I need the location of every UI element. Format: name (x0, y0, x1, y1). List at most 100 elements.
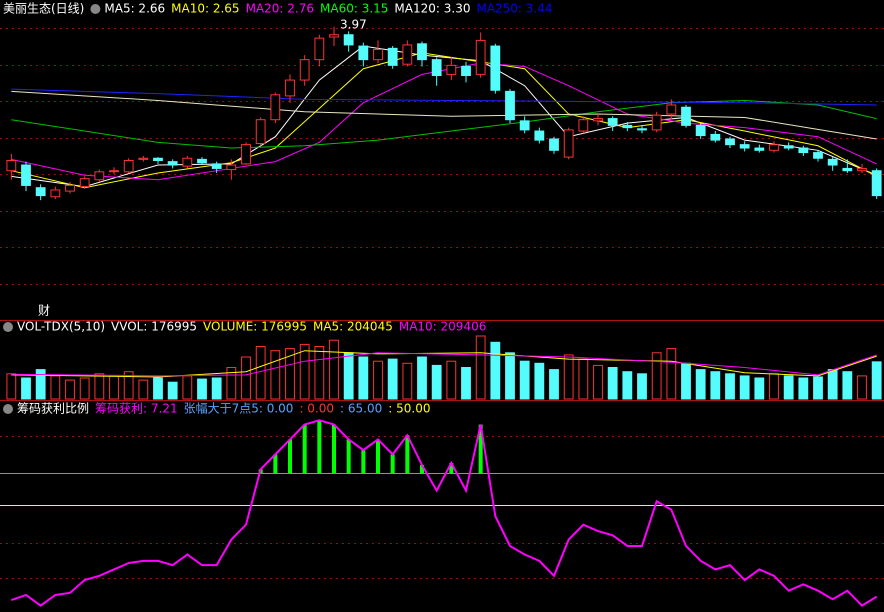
candle-body (681, 106, 691, 126)
candle-body (270, 94, 281, 121)
candle-body (241, 144, 251, 165)
line-series (11, 350, 877, 378)
profit-bar (478, 424, 483, 474)
volume-bar (505, 352, 515, 400)
high-label: 3.97 (340, 17, 367, 31)
candle-body (79, 178, 90, 188)
profit-bar (390, 454, 395, 474)
profit-bar (420, 465, 424, 474)
volume-bar (167, 381, 178, 400)
candle-body (490, 45, 501, 91)
volume-bar (153, 377, 163, 400)
profit-bar (273, 454, 278, 474)
legend-item: MA5: 204045 (313, 320, 393, 334)
candle-body (65, 184, 75, 192)
volume-bar (739, 375, 750, 400)
profit-bar (302, 424, 307, 474)
legend-item: VOLUME: 176995 (203, 320, 307, 334)
volume-bar (402, 362, 413, 400)
volume-bar (226, 367, 237, 400)
menu-icon (90, 4, 101, 14)
legend-item: MA5: 2.66 (104, 2, 165, 16)
legend-item: : 50.00 (388, 402, 430, 416)
candle-body (138, 157, 149, 160)
volume-bar (211, 377, 222, 400)
candle-body (123, 160, 134, 173)
candle-body (167, 161, 178, 166)
volume-bar (607, 367, 618, 400)
volume-bar (710, 371, 721, 400)
volume-bar (79, 377, 90, 400)
menu-icon (3, 404, 13, 414)
volume-bar (138, 379, 149, 400)
profit-bar (405, 435, 410, 474)
volume-bar (813, 376, 823, 400)
candle-body (197, 158, 207, 164)
volume-bar (490, 341, 501, 400)
panel-title: 美丽生态(日线) (3, 2, 84, 16)
candle-body (475, 39, 486, 75)
candle-body (710, 133, 721, 141)
volume-bar (387, 358, 398, 400)
candle-body (857, 167, 867, 172)
legend-item: 筹码获利: 7.21 (95, 402, 178, 416)
panel-title: 筹码获利比例 (17, 402, 89, 416)
legend-item: MA20: 2.76 (246, 2, 314, 16)
candle-body (417, 43, 427, 61)
candle-body (637, 128, 647, 131)
volume-bar (109, 375, 119, 400)
candle-body (358, 45, 369, 61)
candle-body (754, 147, 765, 151)
volume-bar (358, 356, 369, 400)
candle-body (871, 170, 882, 197)
volume-bar (123, 371, 134, 400)
candle-body (461, 65, 471, 77)
volume-bar (798, 377, 809, 400)
candle-body (373, 48, 383, 61)
candle-body (666, 104, 677, 115)
volume-bar (622, 371, 633, 400)
profit-bar (317, 420, 322, 474)
volume-bar (725, 373, 735, 400)
volume-bar (827, 369, 838, 400)
candle-body (769, 144, 779, 151)
volume-bar (681, 362, 691, 400)
candle-body (446, 64, 457, 75)
candle-body (578, 119, 589, 132)
volume-bar (666, 348, 677, 400)
volume-bar (285, 348, 295, 400)
volume-bar (65, 379, 75, 400)
candle-body (622, 124, 633, 129)
candle-body (21, 164, 31, 186)
volume-bar (842, 371, 853, 400)
candle-body (534, 130, 545, 141)
legend-item: : 65.00 (340, 402, 382, 416)
volume-bar (563, 354, 574, 400)
volume-bar (6, 373, 17, 400)
candle-body (842, 167, 853, 172)
volume-bar (519, 360, 530, 400)
candle-body (182, 157, 193, 167)
profit-bar (449, 462, 454, 474)
line-series (11, 352, 877, 377)
volume-bar (637, 373, 647, 400)
volume-bar (534, 362, 545, 400)
candle-body (651, 114, 662, 131)
candle-body (563, 129, 574, 158)
volume-bar (314, 346, 325, 400)
candle-body (725, 138, 735, 146)
volume-bar (857, 375, 867, 400)
candle-body (211, 163, 222, 169)
candle-body (593, 118, 603, 122)
profit-bar (288, 439, 292, 474)
panel-title: VOL-TDX(5,10) (17, 320, 105, 334)
line-series (11, 90, 877, 140)
candle-body (109, 170, 119, 173)
volume-bar (329, 339, 339, 400)
legend-item: MA60: 3.15 (320, 2, 388, 16)
volume-bar (21, 377, 31, 400)
candle-body (255, 119, 266, 145)
candle-body (94, 171, 105, 181)
